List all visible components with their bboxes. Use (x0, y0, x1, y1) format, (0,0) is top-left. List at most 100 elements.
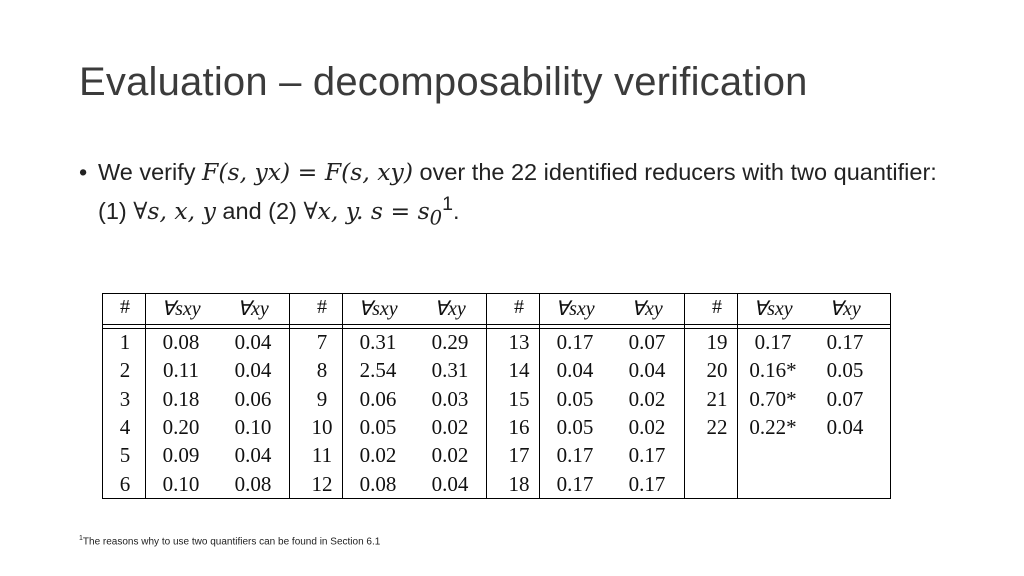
table-cell-id: 20 (706, 358, 728, 383)
table-cell-id: 14 (508, 358, 530, 383)
quantifier-2: ∀x, y. s = s0 (303, 196, 442, 230)
table-cell-id: 9 (316, 386, 328, 411)
table-cell-id: 1 (119, 330, 131, 354)
table-column-rule (486, 294, 487, 498)
table-cell-xy: 0.03 (431, 386, 469, 411)
table-cell-xy: 0.07 (826, 386, 864, 411)
table-cell-xy: 0.29 (431, 330, 469, 354)
footnote-marker: 1 (79, 535, 83, 542)
table-cell-xy: 0.04 (234, 330, 272, 354)
table-cell-sxy: 0.05 (556, 414, 594, 439)
table-cell-xy: 0.17 (826, 330, 864, 354)
table-cell-id: 6 (119, 471, 131, 496)
table-column-rule (737, 294, 738, 498)
table-cell-xy: 0.04 (234, 358, 272, 383)
quantifier-1: ∀s, x, y (133, 196, 216, 225)
subscript: 0 (429, 206, 443, 230)
table-cell-sxy: 0.17 (556, 330, 594, 354)
table-cell-xy: 0.04 (826, 414, 864, 439)
table-cell-id: 21 (706, 386, 728, 411)
bullet-text: We verify F(s, yx) = F(s, xy) over the 2… (98, 156, 959, 235)
table-cell-id: 13 (508, 330, 530, 354)
table-cell-sxy: 0.05 (556, 386, 594, 411)
footnote-text: The reasons why to use two quantifiers c… (82, 536, 381, 548)
table-cell-id: 8 (316, 358, 328, 383)
table-cell-sxy: 0.10 (162, 471, 200, 496)
table-cell-sxy: 0.05 (359, 414, 397, 439)
table-cell-xy: 0.02 (431, 414, 469, 439)
table-cell-xy: 0.04 (628, 358, 666, 383)
footnote-ref: 1 (442, 193, 454, 215)
bullet-text-part: and (2) (215, 197, 304, 224)
table-cell-sxy: 0.22* (749, 414, 797, 439)
table-cell-id: 22 (706, 414, 728, 439)
table-header-rule (103, 294, 890, 325)
table-cell-sxy: 0.17 (556, 443, 594, 468)
table-cell-xy: 0.17 (628, 471, 666, 496)
table-cell-id: 17 (508, 443, 530, 468)
table-cell-id: 2 (119, 358, 131, 383)
table-column-rule (684, 294, 685, 498)
quantifier-2-main: ∀x, y. s = s (303, 196, 430, 225)
table-cell-xy: 0.05 (826, 358, 864, 383)
table-header-xy: ∀xy (829, 298, 861, 320)
bullet-text-part: . (453, 197, 460, 224)
table-cell-id: 4 (119, 414, 131, 439)
table-cell-sxy: 0.11 (163, 358, 199, 383)
bullet-text-part: over the 22 identified reducers with two… (98, 159, 937, 224)
table-header-id: # (317, 296, 327, 318)
table-cell-xy: 0.06 (234, 386, 272, 411)
table-cell-id: 3 (119, 386, 131, 411)
table-cell-sxy: 0.18 (162, 386, 200, 411)
bullet-dot: • (79, 159, 88, 185)
table-cell-id: 10 (311, 414, 333, 439)
equation: F(s, yx) = F(s, xy) (202, 158, 414, 186)
table-column-rule (145, 294, 146, 498)
table-cell-xy: 0.02 (431, 443, 469, 468)
table-header-rule-2 (103, 328, 890, 329)
table-cell-sxy: 2.54 (359, 358, 397, 383)
footnote: 1The reasons why to use two quantifiers … (79, 535, 380, 547)
table-cell-sxy: 0.02 (359, 443, 397, 468)
table-cell-sxy: 0.04 (556, 358, 594, 383)
table-cell-sxy: 0.17 (556, 471, 594, 496)
table-cell-sxy: 0.09 (162, 443, 200, 468)
table-header-sxy: ∀sxy (753, 298, 793, 320)
table-cell-sxy: 0.20 (162, 414, 200, 439)
bullet-point: • We verify F(s, yx) = F(s, xy) over the… (79, 156, 959, 235)
results-table: # ∀sxy ∀xy 1 2 3 4 5 6 0.08 0.11 0.18 0.20 0.09 0.10 0.… (102, 293, 891, 499)
table-header-xy: ∀xy (631, 298, 663, 320)
table-column-rule (539, 294, 540, 498)
table-cell-xy: 0.02 (628, 386, 666, 411)
table-column-rule (289, 294, 290, 498)
table-header-id: # (120, 296, 130, 318)
table-cell-id: 15 (508, 386, 530, 411)
table-cell-sxy: 0.06 (359, 386, 397, 411)
bullet-text-part: We verify (98, 159, 203, 185)
table-cell-xy: 0.10 (234, 414, 272, 439)
table-cell-sxy: 0.08 (162, 330, 200, 354)
table-cell-id: 19 (706, 330, 728, 354)
table-header-xy: ∀xy (434, 298, 466, 320)
table-cell-id: 18 (508, 471, 530, 496)
table-cell-xy: 0.31 (431, 358, 469, 383)
table-cell-id: 16 (508, 414, 530, 439)
table-cell-sxy: 0.16* (749, 358, 797, 383)
table-cell-sxy: 0.08 (359, 471, 397, 496)
table-cell-id: 5 (119, 443, 131, 468)
table-cell-id: 7 (316, 330, 328, 354)
table-cell-xy: 0.08 (234, 471, 272, 496)
table-header-sxy: ∀sxy (161, 298, 201, 320)
table-column-rule (342, 294, 343, 498)
table-header-id: # (514, 296, 524, 318)
table-header-id: # (712, 296, 722, 318)
table-cell-xy: 0.17 (628, 443, 666, 468)
table-cell-id: 12 (311, 471, 333, 496)
table-header-sxy: ∀sxy (358, 298, 398, 320)
slide-title: Evaluation – decomposability verificatio… (79, 60, 808, 104)
table-cell-sxy: 0.17 (754, 330, 792, 354)
table-header-xy: ∀xy (237, 298, 269, 320)
table-cell-xy: 0.07 (628, 330, 666, 354)
table-cell-sxy: 0.70* (749, 386, 797, 411)
table-cell-xy: 0.04 (234, 443, 272, 468)
